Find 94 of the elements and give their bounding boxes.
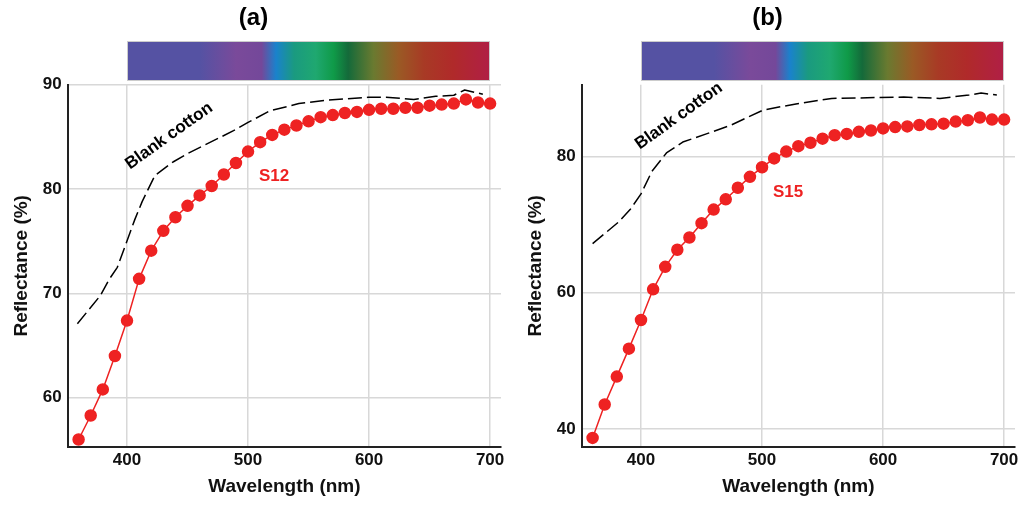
- point: [792, 139, 805, 153]
- point: [362, 103, 376, 117]
- point: [658, 260, 672, 274]
- point: [338, 106, 352, 120]
- x-tick-label: 700: [989, 449, 1019, 469]
- point: [157, 224, 170, 238]
- x-tick-label: 500: [233, 449, 263, 469]
- point: [646, 283, 660, 296]
- point: [985, 113, 999, 126]
- point: [302, 115, 315, 128]
- point: [671, 243, 684, 257]
- point: [314, 110, 327, 124]
- point: [483, 97, 497, 110]
- point: [780, 145, 793, 158]
- point: [96, 383, 110, 396]
- point: [253, 135, 267, 149]
- y-axis-title: Reflectance (%): [9, 195, 31, 337]
- point: [610, 370, 624, 383]
- point: [471, 96, 485, 109]
- point: [586, 431, 599, 445]
- point: [888, 120, 902, 134]
- point: [755, 161, 769, 174]
- point: [913, 118, 926, 132]
- series-label: S12: [259, 165, 290, 185]
- point: [435, 98, 448, 111]
- chart-title: (b): [752, 3, 783, 31]
- line-series: [76, 89, 484, 325]
- point: [120, 314, 134, 327]
- point: [266, 128, 279, 142]
- x-tick-label: 600: [354, 449, 384, 469]
- y-tick-label: 70: [42, 283, 62, 303]
- point: [447, 97, 461, 110]
- point: [278, 123, 291, 136]
- point: [229, 156, 243, 170]
- point: [840, 127, 854, 141]
- point: [743, 170, 757, 184]
- x-tick-label: 600: [868, 449, 898, 469]
- point: [828, 129, 841, 142]
- point: [374, 102, 388, 116]
- point: [767, 152, 781, 165]
- point: [423, 99, 436, 112]
- y-tick-label: 80: [556, 146, 576, 166]
- point: [973, 111, 987, 124]
- point: [411, 101, 424, 114]
- point: [459, 93, 473, 106]
- x-tick-label: 400: [626, 449, 656, 469]
- y-tick-label: 80: [42, 178, 62, 198]
- point: [598, 398, 611, 411]
- x-axis-title: Wavelength (nm): [208, 474, 361, 496]
- point: [901, 120, 914, 133]
- point: [852, 125, 866, 139]
- point: [350, 105, 364, 119]
- y-axis-title: Reflectance (%): [523, 195, 545, 337]
- series-label: S15: [773, 182, 804, 202]
- point: [816, 132, 829, 145]
- point: [387, 102, 400, 116]
- y-tick-label: 60: [556, 282, 576, 302]
- point: [326, 108, 340, 122]
- point: [731, 181, 745, 194]
- point: [683, 231, 696, 244]
- point: [84, 409, 97, 422]
- point: [961, 114, 975, 127]
- x-tick-label: 400: [112, 449, 142, 469]
- point: [804, 136, 817, 149]
- point: [205, 179, 218, 193]
- point: [169, 211, 182, 224]
- y-tick-label: 60: [42, 387, 62, 407]
- point: [622, 342, 636, 355]
- point: [144, 244, 158, 257]
- point: [181, 199, 194, 213]
- point: [72, 433, 85, 446]
- point: [949, 115, 962, 128]
- point: [925, 118, 938, 131]
- point: [132, 272, 146, 286]
- point: [937, 117, 950, 130]
- point: [876, 122, 890, 135]
- point: [864, 124, 878, 137]
- point: [241, 145, 255, 158]
- y-tick-label: 40: [556, 418, 576, 438]
- point: [399, 101, 412, 114]
- x-tick-label: 700: [475, 449, 505, 469]
- point: [108, 349, 122, 363]
- x-tick-label: 500: [747, 449, 777, 469]
- point: [634, 313, 648, 327]
- x-axis-title: Wavelength (nm): [722, 474, 875, 496]
- point: [719, 193, 732, 206]
- y-tick-label: 90: [42, 74, 62, 94]
- point: [997, 113, 1011, 126]
- chart-title: (a): [238, 3, 269, 31]
- point: [695, 216, 708, 230]
- point: [217, 168, 231, 181]
- point: [290, 119, 303, 132]
- point: [707, 203, 720, 216]
- point: [193, 189, 206, 202]
